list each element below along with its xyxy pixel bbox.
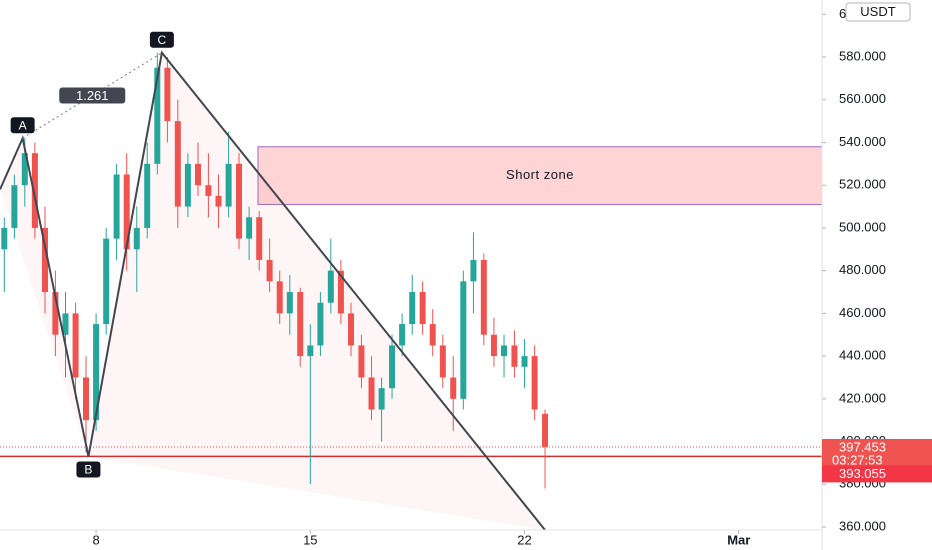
candle-body (327, 270, 334, 303)
pattern-fill (0, 138, 89, 457)
point-label: C (158, 33, 167, 47)
candle-body (450, 377, 457, 399)
candle-body (317, 302, 324, 346)
candle-body (195, 163, 202, 186)
candle-body (52, 292, 59, 335)
level-price-box (822, 465, 932, 483)
candle-body (93, 324, 100, 421)
candle-body (368, 377, 375, 410)
x-tick-label: Mar (727, 532, 750, 547)
point-label: B (84, 463, 92, 477)
point-box (149, 31, 174, 48)
candle-body (256, 217, 263, 260)
candle-body (542, 413, 549, 448)
candle-body (501, 345, 508, 357)
candle-body (470, 259, 477, 282)
x-tick-label: 22 (517, 532, 531, 547)
candle-body (41, 227, 48, 293)
ratio-box (59, 87, 126, 104)
candle-body (82, 377, 89, 421)
candle-body (348, 313, 355, 346)
candle-body (184, 163, 191, 207)
candle-body (460, 281, 467, 399)
candle-body (236, 163, 243, 239)
last-price-label: 397.453 (839, 439, 886, 454)
last-price-box (822, 439, 932, 470)
candle-body (286, 292, 293, 314)
point-label: A (19, 118, 27, 132)
candle-body (205, 185, 212, 196)
ratio-label: 1.261 (76, 88, 109, 103)
candle-body (11, 185, 18, 228)
short-zone (257, 146, 822, 205)
candle-body (389, 345, 396, 389)
candle-body (511, 345, 518, 367)
y-tick-label: 520.000 (839, 177, 886, 192)
candle-body (62, 313, 69, 335)
point-box (10, 117, 35, 134)
currency-label: USDT (860, 4, 895, 19)
x-tick-label: 8 (92, 532, 99, 547)
pattern-line (0, 50, 546, 530)
zone-label: Short zone (506, 167, 574, 182)
candle-body (266, 259, 273, 282)
level-price-label: 393.055 (839, 466, 886, 481)
countdown-label: 03:27:53 (832, 452, 883, 467)
candle-body (246, 217, 253, 239)
candle-body (521, 356, 528, 367)
candle-body (276, 281, 283, 314)
x-tick-label: 15 (303, 532, 317, 547)
candle-body (113, 174, 120, 239)
candle-body (439, 345, 446, 378)
candle-body (225, 163, 232, 207)
candle-body (144, 163, 151, 228)
plot-layer: Short zone 1.261 A B C (0, 31, 822, 530)
candle-body (215, 195, 222, 207)
candle-body (133, 227, 140, 250)
candle-body (531, 356, 538, 410)
candle-body (307, 345, 314, 357)
y-tick-label: 360.000 (839, 518, 886, 533)
y-tick-label: 460.000 (839, 305, 886, 320)
candle-body (103, 238, 110, 325)
candle-body (123, 174, 130, 250)
candle-body (378, 388, 385, 410)
candle-body (358, 345, 365, 378)
candle-body (164, 67, 171, 122)
candle-body (297, 292, 304, 357)
y-tick-label: 500.000 (839, 219, 886, 234)
y-tick-label: 580.000 (839, 48, 886, 63)
y-tick-label: 480.000 (839, 262, 886, 277)
candle-body (399, 324, 406, 346)
candle-body (409, 292, 416, 325)
y-tick-label: 420.000 (839, 390, 886, 405)
candle-body (480, 259, 487, 335)
candle-body (72, 313, 79, 378)
candle-body (419, 292, 426, 325)
y-tick-label: 560.000 (839, 91, 886, 106)
candle-body (429, 324, 436, 346)
candle-body (1, 227, 8, 250)
pattern-fill (88, 52, 546, 530)
candle-body (174, 121, 181, 207)
candle-body (154, 67, 161, 164)
point-box (76, 461, 101, 478)
y-tick-label: 440.000 (839, 348, 886, 363)
candle-body (21, 153, 28, 186)
currency-box (845, 2, 911, 22)
candle-body (31, 153, 38, 228)
candle-body (490, 334, 497, 357)
candle-body (337, 270, 344, 314)
y-tick-label: 540.000 (839, 134, 886, 149)
